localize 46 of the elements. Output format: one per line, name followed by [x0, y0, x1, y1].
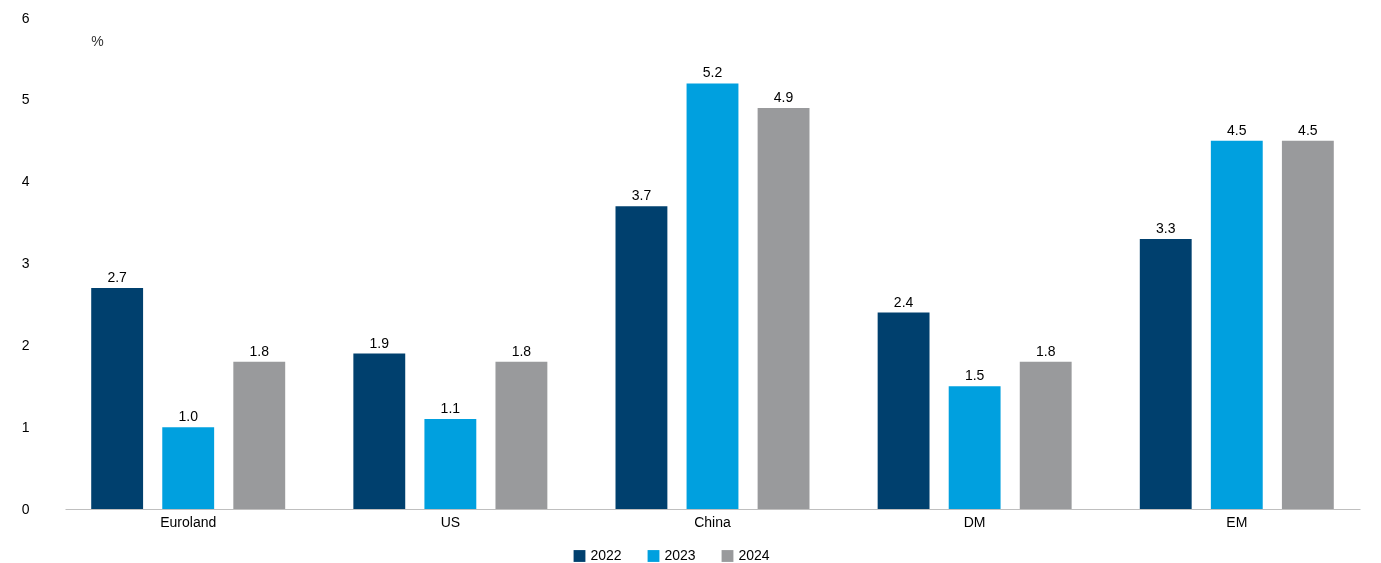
bar: [1281, 140, 1334, 509]
data-label: 4.5: [1298, 121, 1318, 138]
bar: [686, 83, 739, 509]
data-label: 3.3: [1156, 219, 1176, 236]
x-tick-label: China: [694, 513, 731, 530]
bar: [877, 312, 930, 509]
y-tick-label: 5: [21, 91, 30, 108]
bar: [91, 288, 144, 509]
bar: [615, 206, 668, 509]
bar: [1139, 238, 1192, 509]
data-label: 1.9: [369, 334, 390, 351]
y-tick-label: 3: [21, 255, 30, 271]
legend-label: 2024: [738, 547, 770, 563]
data-label: 1.5: [964, 367, 985, 384]
data-label: 2.7: [107, 269, 128, 286]
data-label: 4.5: [1227, 121, 1247, 138]
y-tick-label: 0: [21, 500, 30, 517]
bar: [353, 353, 406, 509]
y-tick-label: 4: [21, 173, 30, 190]
legend-label: 2022: [590, 547, 622, 563]
y-tick-label: 2: [21, 336, 30, 353]
data-label: 3.7: [631, 187, 652, 204]
x-tick-label: US: [440, 513, 461, 530]
data-label: 1.8: [511, 342, 532, 359]
bar: [162, 427, 215, 509]
data-label: 1.1: [440, 399, 461, 416]
data-label: 1.8: [1035, 342, 1056, 359]
y-tick-label: 6: [21, 9, 30, 26]
data-label: 4.9: [773, 89, 794, 106]
y-tick-label: 1: [21, 418, 30, 435]
data-label: 5.2: [702, 64, 723, 81]
bar: [495, 361, 548, 509]
y-axis-title: %: [91, 32, 104, 49]
legend-label: 2023: [664, 547, 696, 563]
data-label: 1.0: [178, 408, 199, 425]
bar: [757, 108, 810, 509]
x-tick-label: Euroland: [160, 513, 217, 530]
bar: [1210, 140, 1263, 509]
x-tick-label: DM: [963, 513, 986, 530]
data-label: 1.8: [249, 342, 270, 359]
x-tick-label: EM: [1226, 513, 1248, 530]
data-label: 2.4: [893, 293, 914, 310]
bar: [233, 361, 286, 509]
bar: [948, 386, 1001, 509]
bar: [1019, 361, 1072, 509]
bar: [424, 418, 477, 509]
